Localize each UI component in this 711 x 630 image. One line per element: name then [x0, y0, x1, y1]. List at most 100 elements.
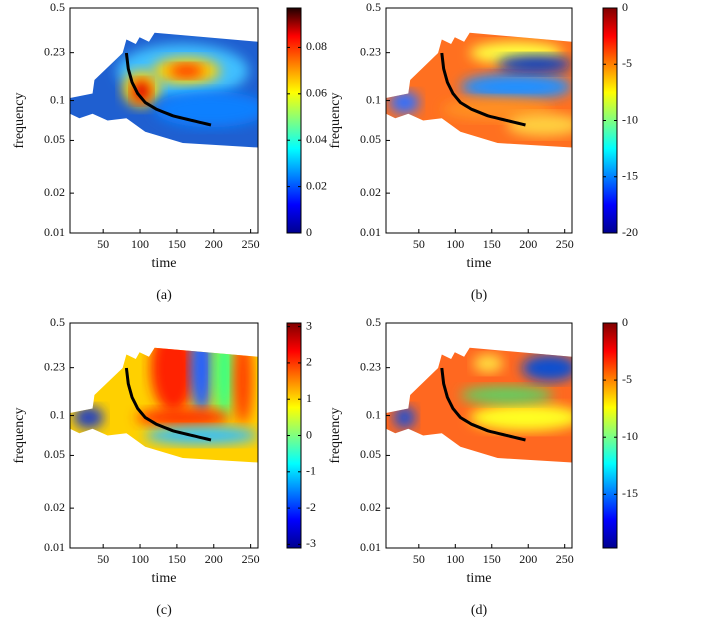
colorbar-tick-label: -10 — [622, 112, 638, 126]
colorbar-tick-label: 0 — [306, 225, 312, 239]
colorbar-tick-label: 0.02 — [306, 178, 327, 192]
caption: (a) — [156, 288, 172, 303]
colorbar-tick-label: 2 — [306, 355, 312, 369]
y-tick-label: 0.01 — [44, 540, 65, 554]
x-tick-label: 100 — [131, 552, 149, 566]
x-tick-label: 100 — [446, 237, 464, 251]
heatmap-blob — [460, 386, 554, 404]
x-axis-label: time — [152, 571, 177, 586]
heatmap-blob — [521, 354, 572, 382]
colorbar-tick-label: -15 — [622, 486, 638, 500]
plot-frame — [69, 7, 259, 234]
caption: (c) — [156, 603, 172, 618]
colorbar-tick-label: -1 — [306, 464, 316, 478]
heatmap-blob — [393, 406, 416, 429]
heatmap-blob — [132, 80, 151, 103]
heatmap-blob — [497, 55, 572, 74]
colorbar-tick-label: 0 — [306, 427, 312, 441]
panel: 50 100 150 200 250 0.01 0.02 0.05 0.1 0.23 0.5 time… — [12, 0, 327, 303]
y-tick-label: 0.02 — [44, 500, 65, 514]
x-tick-label: 150 — [483, 552, 501, 566]
y-tick-label: 0.05 — [360, 447, 381, 461]
x-tick-label: 150 — [168, 237, 186, 251]
heatmap-blob — [506, 113, 572, 137]
heatmap-blob — [145, 426, 258, 445]
y-tick-label: 0.23 — [44, 44, 65, 58]
colorbar-tick-label: -3 — [306, 536, 316, 550]
colorbar-tick-label: -5 — [622, 56, 632, 70]
y-tick-label: 0.23 — [360, 359, 381, 373]
colorbar — [602, 322, 618, 549]
heatmap-blob — [389, 91, 420, 114]
y-tick-label: 0.02 — [44, 185, 65, 199]
caption: (d) — [471, 603, 488, 618]
x-tick-label: 150 — [483, 237, 501, 251]
colorbar — [286, 7, 302, 234]
y-tick-label: 0.1 — [50, 407, 65, 421]
colorbar-tick-label: 0.08 — [306, 39, 327, 53]
y-tick-label: 0.1 — [366, 92, 381, 106]
x-axis-label: time — [467, 256, 492, 271]
caption: (b) — [471, 288, 488, 303]
heatmap-blob — [73, 406, 104, 429]
heatmap-blob — [169, 64, 204, 78]
colorbar-tick-label: -20 — [622, 225, 638, 239]
x-tick-label: 250 — [556, 552, 574, 566]
ridge-curve — [440, 367, 526, 442]
heatmap-blob — [150, 347, 196, 413]
x-tick-label: 200 — [519, 237, 537, 251]
colorbar-tick-label: 0 — [622, 0, 628, 14]
x-tick-label: 50 — [413, 237, 425, 251]
x-tick-label: 200 — [205, 552, 223, 566]
colorbar-tick-label: -5 — [622, 372, 632, 386]
ridge-curve — [440, 52, 526, 127]
y-tick-label: 0.01 — [360, 540, 381, 554]
x-tick-label: 50 — [97, 237, 109, 251]
y-axis-label: frequency — [328, 93, 343, 149]
heatmap-blob — [212, 347, 236, 418]
colorbar-tick-label: 3 — [306, 318, 312, 332]
y-tick-label: 0.5 — [366, 315, 381, 329]
heatmap — [70, 32, 258, 148]
x-tick-label: 200 — [205, 237, 223, 251]
colorbar-tick-label: 0.06 — [306, 86, 327, 100]
y-tick-label: 0.02 — [360, 500, 381, 514]
x-tick-label: 250 — [242, 237, 260, 251]
y-tick-label: 0.1 — [366, 407, 381, 421]
heatmap-blob — [460, 73, 572, 101]
heatmap-blob — [233, 347, 253, 425]
heatmap-blob — [154, 91, 258, 128]
x-tick-label: 150 — [168, 552, 186, 566]
panel: 50 100 150 200 250 0.01 0.02 0.05 0.1 0.23 0.5 time… — [12, 315, 316, 618]
heatmap-blob — [190, 347, 213, 413]
colorbar-tick-label: 1 — [306, 391, 312, 405]
y-tick-label: 0.01 — [360, 225, 381, 239]
y-axis-label: frequency — [12, 408, 27, 464]
heatmap-blob — [441, 98, 554, 121]
x-axis-label: time — [467, 571, 492, 586]
x-axis-label: time — [152, 256, 177, 271]
panel: 50 100 150 200 250 0.01 0.02 0.05 0.1 0.23 0.5 time… — [328, 315, 638, 618]
colorbar-tick-label: 0.04 — [306, 132, 327, 146]
x-tick-label: 50 — [97, 552, 109, 566]
panel: 50 100 150 200 250 0.01 0.02 0.05 0.1 0.23 0.5 time… — [328, 0, 638, 303]
y-tick-label: 0.01 — [44, 225, 65, 239]
plot-frame — [385, 322, 573, 549]
y-tick-label: 0.5 — [50, 0, 65, 14]
ridge-curve — [124, 52, 212, 127]
y-tick-label: 0.02 — [360, 185, 381, 199]
plot-frame — [385, 7, 573, 234]
x-tick-label: 100 — [446, 552, 464, 566]
y-axis-label: frequency — [328, 408, 343, 464]
plot-frame — [69, 322, 259, 549]
y-tick-label: 0.23 — [44, 359, 65, 373]
heatmap — [386, 32, 572, 148]
x-tick-label: 100 — [131, 237, 149, 251]
colorbar-tick-label: -2 — [306, 500, 316, 514]
y-tick-label: 0.23 — [360, 44, 381, 58]
heatmap — [70, 347, 258, 463]
y-tick-label: 0.5 — [366, 0, 381, 14]
heatmap-blob — [469, 404, 572, 431]
y-axis-label: frequency — [12, 93, 27, 149]
